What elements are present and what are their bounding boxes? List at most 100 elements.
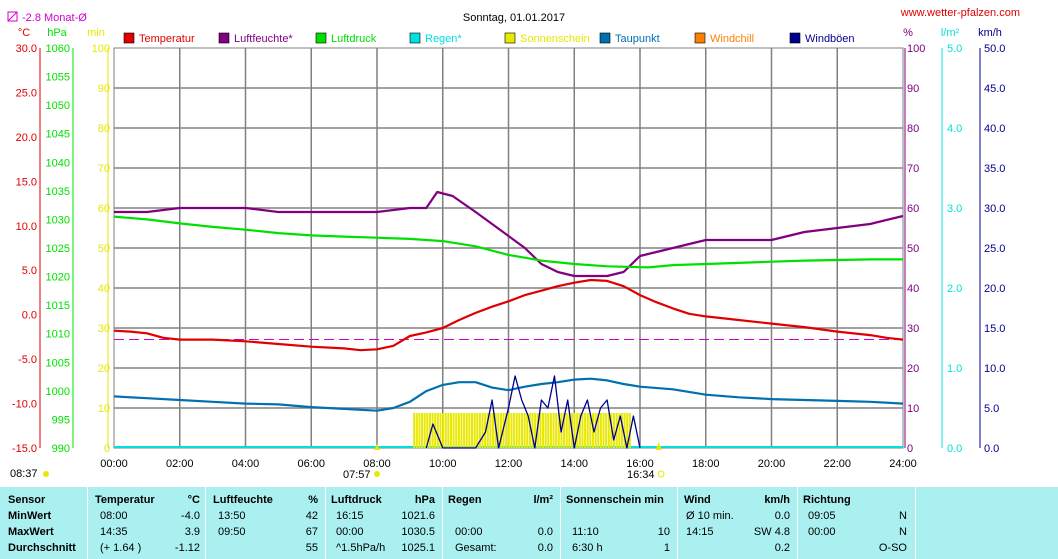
- header-pressure: Luftdruck: [331, 494, 382, 506]
- sunshine-bar: [476, 413, 479, 448]
- sunshine-bar: [602, 413, 605, 448]
- wind-tick-label: 40.0: [984, 123, 1005, 135]
- sunshine-bar: [610, 413, 613, 448]
- x-tick-label: 10:00: [429, 458, 457, 470]
- weather-chart: 30.0 25.0 20.0 15.0 10.0 5.0 0.0 -5.0 -10.0 -15.0…: [7, 7, 1020, 481]
- monthly-avg-label: -2.8 Monat-Ø: [22, 12, 87, 24]
- sunshine-bar: [457, 413, 460, 448]
- x-tick-label: 04:00: [232, 458, 260, 470]
- sunshine-tick-label: 70: [98, 163, 110, 175]
- pressure-value: 1025.1: [401, 542, 435, 554]
- direction-time: 09:05: [808, 510, 836, 522]
- sunshine-bar: [607, 413, 610, 448]
- header-rain: Regen: [448, 494, 482, 506]
- sunshine-bar: [623, 413, 626, 448]
- sunshine-bar: [507, 413, 510, 448]
- sun-start-label: 07:57: [343, 469, 371, 481]
- rain-tick-label: 3.0: [947, 203, 962, 215]
- sunshine-tick-label: 20: [98, 363, 110, 375]
- rain-tick-label: 0.0: [947, 443, 962, 455]
- chart-axes: 30.0 25.0 20.0 15.0 10.0 5.0 0.0 -5.0 -10.0 -15.0…: [10, 27, 1005, 481]
- sunshine-bar: [452, 413, 455, 448]
- temperature-tick-label: 0.0: [22, 310, 37, 322]
- header-wind-unit: km/h: [764, 494, 790, 506]
- temperature-tick-label: 30.0: [16, 43, 37, 55]
- rain-time: Gesamt:: [455, 542, 497, 554]
- pressure-unit-label: hPa: [47, 27, 67, 39]
- temperature-tick-label: 25.0: [16, 87, 37, 99]
- sun-start-marker: [374, 444, 380, 450]
- header-humidity: Luftfeuchte: [213, 494, 273, 506]
- sunshine-bar: [415, 413, 418, 448]
- sunshine-bar: [531, 413, 534, 448]
- sunshine-bar: [486, 413, 489, 448]
- pressure-tick-label: 1060: [46, 43, 70, 55]
- humidity-tick-label: 10: [907, 403, 919, 415]
- legend-temperature-label: Temperatur: [139, 33, 195, 45]
- rain-unit-label: l/m²: [941, 27, 960, 39]
- pressure-value: 1021.6: [401, 510, 435, 522]
- sunshine-tick-label: 60: [98, 203, 110, 215]
- wind-tick-label: 35.0: [984, 163, 1005, 175]
- x-tick-label: 12:00: [495, 458, 523, 470]
- humidity-value: 55: [305, 542, 318, 554]
- pressure-tick-label: 995: [52, 414, 70, 426]
- temperature-time: (+ 1.64 ): [100, 542, 142, 554]
- dewpoint-line: [113, 377, 904, 412]
- humidity-tick-label: 100: [907, 43, 925, 55]
- website-link[interactable]: www.wetter-pfalzen.com: [900, 7, 1020, 19]
- sunshine-bar: [544, 413, 547, 448]
- legend-windchill-swatch: [694, 32, 706, 44]
- sunshine-bar: [428, 413, 431, 448]
- x-tick-label: 16:00: [626, 458, 654, 470]
- sunshine-bar: [471, 413, 474, 448]
- sunshine-bar: [518, 413, 521, 448]
- sunshine-bar: [539, 413, 542, 448]
- sunshine-bar: [442, 413, 445, 448]
- legend-dewpoint-swatch: [599, 32, 611, 44]
- sunshine-bar: [460, 413, 463, 448]
- table-divider: [797, 487, 798, 559]
- x-tick-label: 08:00: [363, 458, 391, 470]
- wind-tick-label: 10.0: [984, 363, 1005, 375]
- sunshine-value: 10: [657, 526, 670, 538]
- pressure-tick-label: 1035: [46, 186, 70, 198]
- sunshine-bar: [578, 413, 581, 448]
- wind-tick-label: 30.0: [984, 203, 1005, 215]
- sunset-label: 16:34: [627, 469, 655, 481]
- temperature-time: 08:00: [100, 510, 128, 522]
- x-tick-label: 24:00: [889, 458, 917, 470]
- direction-value: O-SO: [878, 542, 907, 554]
- sunshine-bar: [423, 413, 426, 448]
- sunshine-bar: [421, 413, 424, 448]
- humidity-value: 67: [305, 526, 318, 538]
- windgust-line: [425, 375, 641, 449]
- sunshine-bar: [605, 413, 608, 448]
- humidity-unit-label: %: [903, 27, 913, 39]
- sunshine-bar: [573, 413, 576, 448]
- humidity-tick-label: 30: [907, 323, 919, 335]
- sunshine-bar: [586, 413, 589, 448]
- pressure-tick-label: 1005: [46, 357, 70, 369]
- legend-sunshine-swatch: [504, 32, 516, 44]
- humidity-tick-label: 80: [907, 123, 919, 135]
- sunshine-bar: [584, 413, 587, 448]
- wind-tick-label: 25.0: [984, 243, 1005, 255]
- pressure-tick-label: 1025: [46, 243, 70, 255]
- sunshine-bar: [523, 413, 526, 448]
- pressure-tick-label: 1040: [46, 157, 70, 169]
- direction-time: 00:00: [808, 526, 836, 538]
- temperature-line: [113, 278, 904, 352]
- sunshine-bar: [599, 413, 602, 448]
- sunshine-bar: [489, 413, 492, 448]
- sunshine-bar: [552, 413, 555, 448]
- sunshine-bar: [626, 413, 629, 448]
- header-temperature: Temperatur: [95, 494, 155, 506]
- legend-dewpoint-label: Taupunkt: [615, 33, 660, 45]
- sunshine-bar: [589, 413, 592, 448]
- humidity-line: [114, 190, 904, 278]
- temperature-tick-label: 20.0: [16, 132, 37, 144]
- header-sunshine: Sonnenschein min: [566, 494, 664, 506]
- sunshine-bar: [455, 413, 458, 448]
- sunshine-bar: [492, 413, 495, 448]
